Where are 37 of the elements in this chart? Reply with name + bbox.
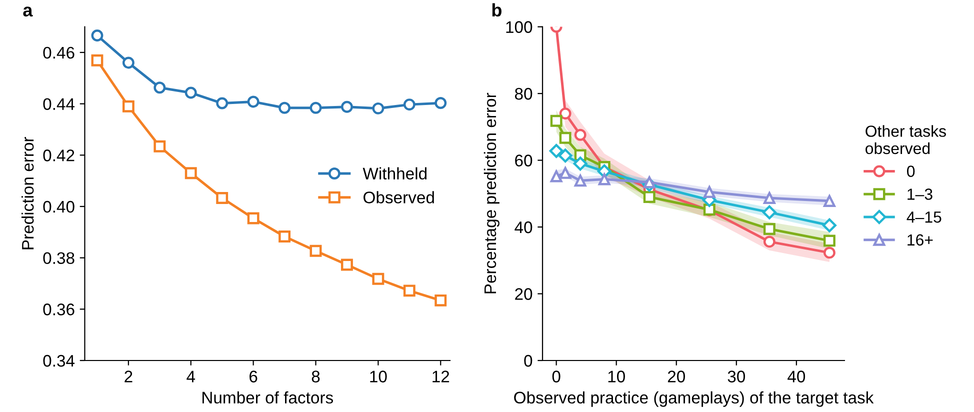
x-tick-label: 6 (250, 370, 258, 382)
y-tick-label: 60 (515, 154, 532, 166)
chart-title: a (23, 6, 33, 17)
y-tick-label: 80 (514, 88, 532, 100)
legend-label: 4–15 (906, 212, 942, 223)
legend-label: Observed (364, 191, 434, 204)
y-tick-label: 20 (515, 288, 532, 300)
x-axis-title: Observed practice (gameplays) of the target task (514, 391, 874, 407)
x-tick-label: 12 (432, 370, 450, 382)
x-tick-label: 2 (124, 370, 132, 382)
x-tick-label: 30 (728, 370, 746, 382)
x-tick-label: 40 (788, 370, 806, 382)
y-axis-title: Prediction error (21, 136, 34, 250)
legend-label: 16+ (908, 234, 933, 246)
y-axis-title: Percentage prediction error (484, 92, 500, 294)
y-tick-label: 0.40 (43, 200, 74, 213)
x-tick-label: 10 (608, 370, 625, 382)
legend-label: Withheld (362, 167, 427, 180)
y-tick-label: 0.42 (43, 150, 74, 162)
x-tick-label: 8 (312, 370, 320, 382)
y-tick-label: 40 (514, 221, 532, 234)
y-tick-label: 0.38 (43, 252, 74, 264)
x-tick-label: 4 (186, 370, 196, 382)
y-tick-label: 0.34 (43, 354, 75, 367)
legend-label: 1–3 (908, 188, 932, 200)
y-tick-label: 0.44 (43, 98, 75, 110)
x-tick-label: 10 (370, 370, 387, 382)
x-tick-label: 0 (552, 370, 560, 382)
y-tick-label: 0.36 (43, 304, 74, 316)
y-tick-label: 0 (524, 354, 532, 367)
x-axis-title: Number of factors (202, 391, 333, 404)
y-tick-label: 0.46 (43, 46, 74, 59)
chart-title: b (492, 3, 502, 17)
legend-title: Other tasks observed (866, 125, 946, 154)
x-tick-label: 20 (668, 370, 685, 382)
legend-label: 0 (907, 166, 915, 177)
y-tick-label: 100 (506, 21, 532, 33)
